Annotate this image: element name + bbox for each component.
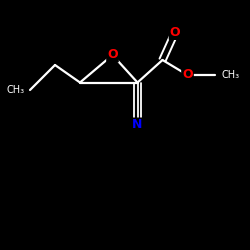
Text: N: N <box>132 118 143 132</box>
Text: O: O <box>170 26 180 39</box>
Text: CH₃: CH₃ <box>221 70 240 80</box>
Text: O: O <box>182 68 193 82</box>
Text: O: O <box>107 48 118 62</box>
Text: CH₃: CH₃ <box>7 85 25 95</box>
